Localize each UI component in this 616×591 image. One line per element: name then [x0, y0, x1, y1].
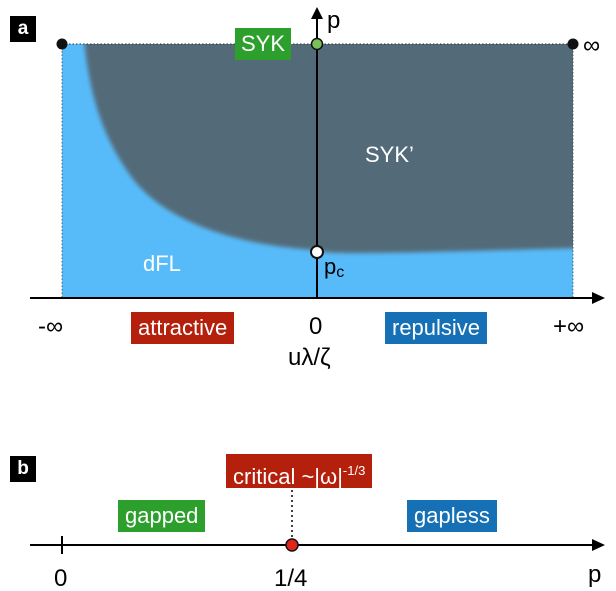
neg-inf-tick-label: -∞ [38, 313, 63, 340]
p-axis-label-b: p [588, 561, 601, 588]
x-axis-arrow-a [592, 292, 605, 304]
syk-prime-label: SYK’ [365, 142, 414, 167]
p-axis-arrow-b [592, 539, 605, 551]
pos-inf-tick-label: +∞ [553, 313, 584, 340]
critical-tag: critical ~|ω|-1/3 [226, 454, 373, 489]
top-infinity-label: ∞ [583, 32, 600, 59]
repulsive-tag: repulsive [385, 312, 488, 344]
pc-point [310, 245, 324, 259]
gapped-tag: gapped [118, 500, 206, 532]
critical-tag-exponent: -1/3 [342, 463, 366, 478]
critical-tag-base: critical ~|ω| [233, 464, 343, 489]
zero-tick-label-b: 0 [54, 565, 67, 591]
panel-a-label: a [10, 16, 36, 42]
pc-label-base: p [324, 254, 336, 279]
syk-prime-region [84, 44, 573, 253]
panel-b-label: b [10, 456, 36, 482]
x-axis-label-a: uλ/ζ [288, 344, 331, 371]
pc-label: pc [324, 254, 344, 281]
syk-tag: SYK [235, 28, 292, 60]
attractive-tag: attractive [131, 312, 235, 344]
gapless-tag: gapless [407, 500, 497, 532]
y-axis-arrow-a [311, 7, 323, 19]
pc-label-sub: c [336, 264, 344, 281]
pos-inf-top-point [567, 38, 579, 50]
zero-tick-label-a: 0 [309, 313, 322, 340]
quarter-tick-label: 1/4 [274, 565, 307, 591]
syk-point [310, 37, 324, 51]
dfl-label: dFL [143, 251, 181, 276]
y-axis-label-p: p [327, 7, 340, 34]
critical-point [285, 538, 299, 552]
neg-inf-top-point [56, 38, 68, 50]
